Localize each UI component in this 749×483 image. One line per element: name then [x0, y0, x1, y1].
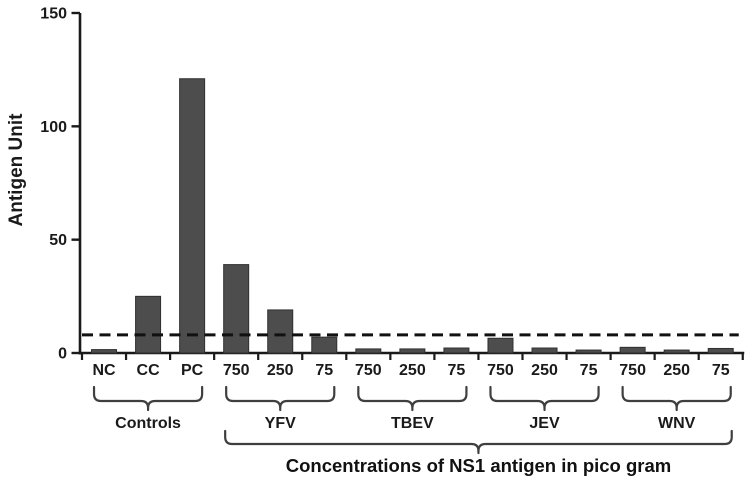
bar-WNV-750 — [619, 346, 646, 354]
x-tick-label: 750 — [355, 362, 382, 379]
bar-JEV-750 — [487, 337, 514, 354]
y-tick-label: 0 — [58, 346, 67, 363]
bar-TBEV-250 — [399, 348, 426, 354]
bar-JEV-250 — [531, 347, 558, 354]
y-tick-label: 100 — [40, 119, 67, 136]
bar-WNV-75 — [707, 347, 734, 354]
group-label-JEV: JEV — [529, 415, 560, 432]
group-label-WNV: WNV — [658, 415, 696, 432]
group-brace-JEV — [489, 385, 600, 412]
x-tick-label: 250 — [663, 362, 690, 379]
x-tick-label: PC — [181, 362, 204, 379]
x-tick-label: 250 — [267, 362, 294, 379]
x-tick-label: 75 — [712, 362, 730, 379]
x-tick-label: CC — [137, 362, 161, 379]
group-label-TBEV: TBEV — [391, 415, 434, 432]
x-tick-label: NC — [92, 362, 116, 379]
x-axis-caption: Concentrations of NS1 antigen in pico gr… — [285, 455, 672, 476]
group-brace-YFV — [225, 385, 336, 412]
x-tick-label: 750 — [487, 362, 514, 379]
bar-YFV-75 — [311, 336, 338, 354]
bar-TBEV-750 — [355, 348, 382, 354]
group-brace-WNV — [621, 385, 732, 412]
x-tick-label: 75 — [448, 362, 466, 379]
group-label-YFV: YFV — [265, 415, 296, 432]
y-tick-label: 50 — [49, 232, 67, 249]
y-tick-label: 150 — [40, 6, 67, 23]
group-brace-TBEV — [357, 385, 468, 412]
x-tick-label: 750 — [223, 362, 250, 379]
bar-Controls-CC — [135, 295, 162, 354]
bar-Controls-NC — [91, 349, 118, 354]
x-tick-label: 250 — [399, 362, 426, 379]
group-brace-Controls — [92, 385, 204, 412]
y-axis-title: Antigen Unit — [6, 113, 27, 227]
bar-Controls-PC — [179, 78, 206, 354]
bar-YFV-250 — [267, 309, 294, 354]
x-tick-label: 75 — [580, 362, 598, 379]
x-tick-label: 250 — [531, 362, 558, 379]
x-tick-label: 75 — [315, 362, 333, 379]
bar-JEV-75 — [575, 349, 602, 354]
bar-YFV-750 — [223, 264, 250, 354]
bar-TBEV-75 — [443, 347, 470, 354]
x-tick-label: 750 — [619, 362, 646, 379]
caption-brace — [224, 429, 733, 455]
group-label-Controls: Controls — [115, 415, 181, 432]
bar-WNV-250 — [663, 349, 690, 354]
